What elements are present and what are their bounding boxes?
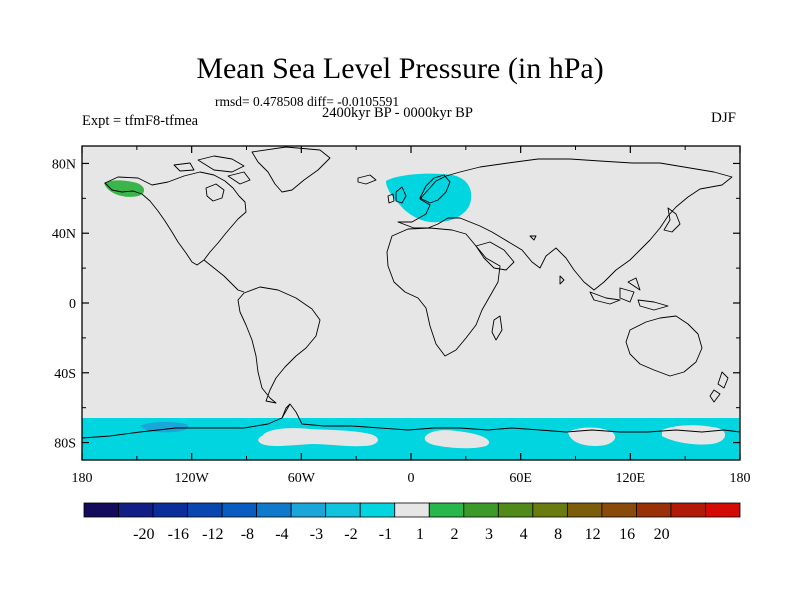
new-zealand-coast	[709, 371, 729, 403]
colorbar-label: -20	[133, 526, 154, 543]
axis-ticks	[81, 146, 741, 460]
madagascar-coast	[491, 315, 503, 341]
antarctic-neutral-patch-1	[258, 428, 378, 447]
x-tick-label: 180	[72, 471, 93, 486]
australia-coast	[625, 315, 703, 377]
colorbar-swatch	[670, 502, 706, 518]
colorbar-label: 12	[585, 526, 601, 543]
colorbar-label: -16	[168, 526, 189, 543]
amundsen-negative-anomaly	[140, 421, 189, 433]
colorbar-swatch	[705, 502, 741, 518]
colorbar-swatch	[463, 502, 499, 518]
antarctic-peninsula-coast	[281, 403, 291, 419]
coastlines	[82, 146, 740, 439]
colorbar-label: 20	[654, 526, 670, 543]
colorbar-labels: -20 -16 -12 -8 -4 -3 -2 -1 1 2 3 4 8 12 16 20	[133, 526, 670, 543]
arabia-coast	[475, 241, 515, 271]
period-label: 2400kyr BP - 0000kyr BP	[322, 105, 473, 121]
colorbar-swatch	[152, 502, 188, 518]
colorbar-label: 8	[554, 526, 562, 543]
greenland-coast	[251, 146, 331, 193]
colorbar-swatch	[394, 502, 430, 518]
north-america-coast	[104, 171, 247, 266]
scandinavia-coast	[419, 174, 451, 204]
antarctic-neutral-patch-3	[568, 427, 616, 446]
hudson-bay-coast	[205, 183, 225, 202]
colorbar-label: -3	[310, 526, 323, 543]
africa-coast	[386, 227, 501, 357]
colorbar-label: 16	[619, 526, 635, 543]
southern-ocean-negative-anomaly	[82, 418, 740, 460]
y-tick-label: 40S	[54, 367, 76, 382]
colorbar-label: -1	[379, 526, 392, 543]
season-label: DJF	[711, 110, 737, 126]
map-title: Mean Sea Level Pressure (in hPa)	[196, 52, 604, 85]
colorbar-label: -8	[241, 526, 254, 543]
arctic-islands-coast	[173, 155, 251, 185]
europe-negative-anomaly	[386, 173, 472, 223]
colorbar-label: 2	[451, 526, 459, 543]
colorbar-label: -4	[275, 526, 288, 543]
colorbar-label: 1	[416, 526, 424, 543]
japan-coast	[663, 207, 681, 233]
britain-coast	[387, 186, 407, 204]
iceland-coast	[357, 174, 377, 185]
x-tick-label: 60W	[288, 471, 316, 486]
colorbar-label: -2	[344, 526, 357, 543]
colorbar-swatch	[221, 502, 258, 518]
indonesia-coast	[589, 277, 669, 311]
experiment-label: Expt = tfmF8-tfmea	[82, 113, 199, 129]
y-tick-label: 80S	[54, 437, 76, 452]
colorbar-swatch	[532, 502, 568, 518]
antarctic-neutral-patch-2	[424, 430, 490, 449]
axis-tick-labels: 180 120W 60W 0 60E 120E 180 80N 40N 0 40S 80S	[52, 157, 751, 486]
stats-line: rmsd= 0.478508 diff= -0.0105591	[215, 94, 400, 109]
x-tick-label: 180	[730, 471, 751, 486]
y-tick-label: 0	[69, 297, 76, 312]
colorbar-label: 4	[520, 526, 528, 543]
colorbar-label: -12	[202, 526, 223, 543]
x-tick-label: 120E	[616, 471, 646, 486]
colorbar-swatch	[118, 502, 154, 518]
colorbar-swatch	[325, 502, 361, 518]
colorbar-swatch	[359, 502, 396, 518]
colorbar-swatch	[601, 502, 637, 518]
colorbar-label: 3	[485, 526, 493, 543]
colorbar-swatch	[636, 502, 672, 518]
alaska-positive-anomaly	[104, 180, 145, 197]
y-tick-label: 40N	[52, 227, 76, 242]
colorbar-swatch	[256, 502, 292, 518]
colorbar	[83, 502, 741, 518]
colorbar-swatch	[187, 502, 223, 518]
y-tick-label: 80N	[52, 157, 76, 172]
small-islands-coast	[529, 235, 565, 285]
x-tick-label: 120W	[175, 471, 210, 486]
colorbar-swatch	[566, 502, 603, 518]
x-tick-label: 0	[408, 471, 415, 486]
south-america-coast	[237, 286, 321, 404]
colorbar-swatch	[83, 502, 119, 518]
antarctica-coast	[82, 403, 740, 439]
colorbar-swatch	[497, 502, 534, 518]
colorbar-swatch	[290, 502, 327, 518]
central-america-coast	[203, 259, 245, 293]
eurasia-coast	[397, 158, 733, 291]
x-tick-label: 60E	[509, 471, 532, 486]
colorbar-swatch	[428, 502, 465, 518]
